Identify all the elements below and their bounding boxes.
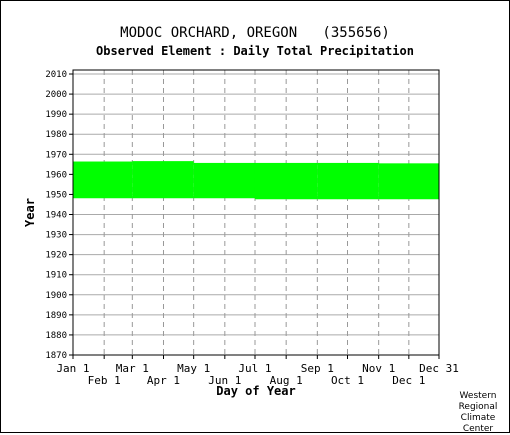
chart-title: MODOC ORCHARD, OREGON (355656) [120,25,390,41]
x-tick-label: Jun 1 [208,374,241,387]
y-tick-label: 2010 [45,70,67,80]
x-tick-label: Sep 1 [301,362,334,375]
y-tick-label: 1930 [45,231,67,241]
y-tick-label: 1920 [45,251,67,261]
plot-border [72,69,440,356]
x-tick-label: Feb 1 [88,374,121,387]
data-coverage-segment [378,163,439,200]
x-tick-label: Dec 1 [392,374,425,387]
plot-area [73,70,439,355]
x-tick-label: Dec 31 [419,362,459,375]
x-tick-label: May 1 [177,362,210,375]
x-tick-label: Nov 1 [362,362,395,375]
x-tick-label: Oct 1 [331,374,364,387]
y-tick-label: 1970 [45,150,67,160]
y-tick-label: 1940 [45,211,67,221]
data-coverage-segment [254,162,318,200]
data-coverage-segment [132,161,194,199]
x-tick-label: Jul 1 [238,362,271,375]
y-tick-label: 1870 [45,351,67,361]
x-axis-title: Day of Year [216,384,295,398]
data-coverage-segment [73,161,133,199]
credit-line: Center [462,424,494,434]
wrcc-credit: Western Regional Climate Center [452,391,504,435]
x-tick-label: Jan 1 [56,362,89,375]
y-tick-label: 2000 [45,90,67,100]
data-coverage-segment [317,162,379,200]
credit-line: Western [459,391,497,401]
y-tick-label: 1960 [45,170,67,180]
y-tick-label: 1910 [45,271,67,281]
x-tick-label: Mar 1 [116,362,149,375]
y-axis-title: Year [23,198,37,227]
x-tick-label: Aug 1 [270,374,303,387]
credit-line: Climate [460,413,496,423]
data-coverage-segment [193,162,255,199]
y-tick-label: 1880 [45,331,67,341]
credit-line: Regional [458,402,498,412]
y-tick-label: 1990 [45,110,67,120]
y-tick-label: 1950 [45,190,67,200]
x-tick-label: Apr 1 [147,374,180,387]
y-tick-label: 1980 [45,130,67,140]
chart-subtitle: Observed Element : Daily Total Precipita… [96,44,414,58]
y-tick-label: 1890 [45,311,67,321]
y-tick-label: 1900 [45,291,67,301]
